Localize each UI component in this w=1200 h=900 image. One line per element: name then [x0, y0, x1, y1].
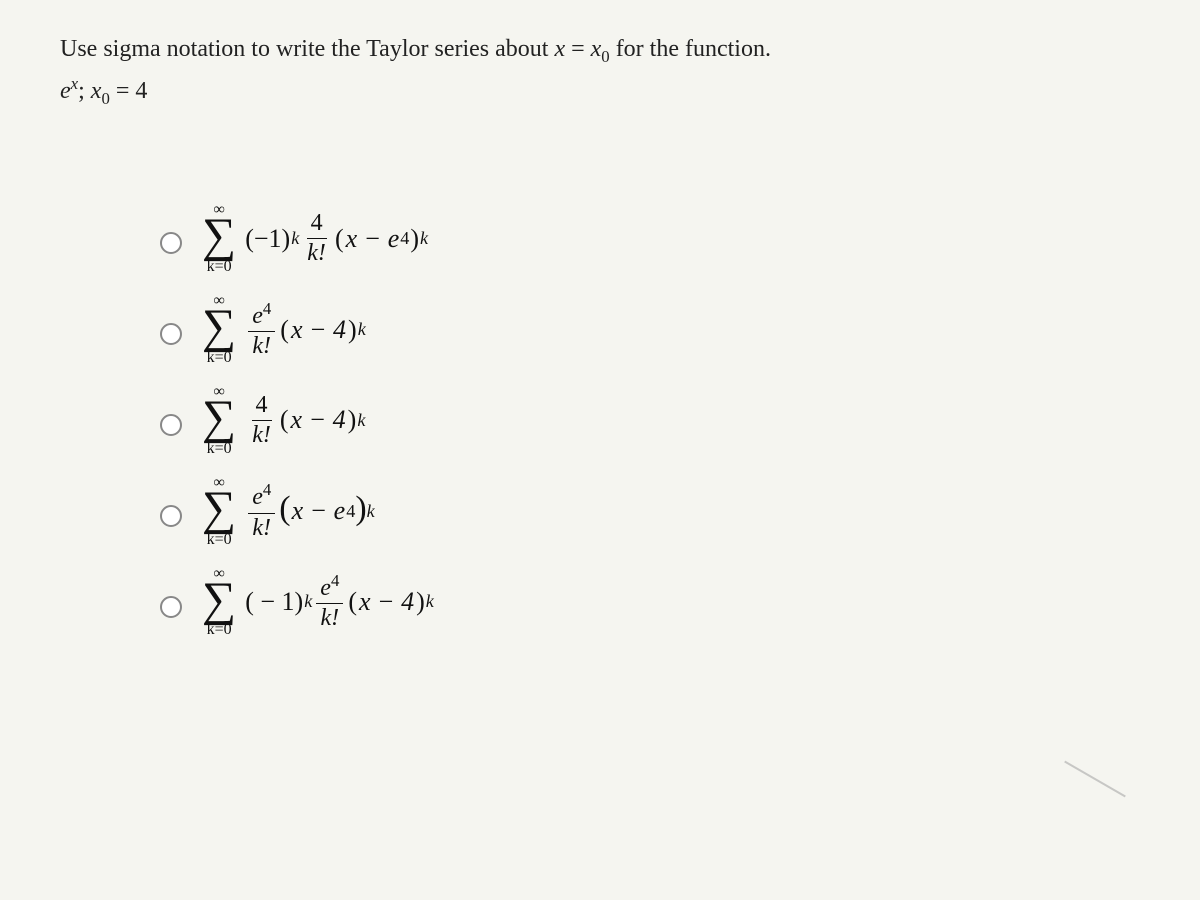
sigma-symbol: ∑	[202, 580, 236, 621]
formula: ∞∑k=0( − 1)ke4k!(x − 4)k	[202, 566, 434, 639]
radio-button[interactable]	[160, 232, 182, 254]
fraction: 4k!	[303, 211, 330, 266]
fraction: e4k!	[316, 572, 343, 631]
pencil-mark	[1064, 761, 1126, 798]
close-paren: )	[410, 224, 419, 254]
sigma-block: ∞∑k=0	[202, 384, 236, 457]
radio-button[interactable]	[160, 323, 182, 345]
sigma-lower: k=0	[207, 532, 232, 548]
sigma-block: ∞∑k=0	[202, 293, 236, 366]
answer-option[interactable]: ∞∑k=0e4k!(x − 4)k	[160, 293, 1140, 366]
denominator: k!	[248, 421, 275, 448]
coeff: (−1)	[245, 224, 290, 254]
paren-inner: x − 4	[359, 587, 414, 617]
inner-exp: 4	[400, 228, 409, 249]
func-e: e	[60, 78, 71, 104]
numerator: 4	[252, 393, 272, 421]
numerator: 4	[307, 211, 327, 239]
formula: ∞∑k=0(−1)k4k!(x − e4)k	[202, 202, 428, 275]
coeff-exp: k	[304, 591, 312, 612]
fraction: e4k!	[248, 300, 275, 359]
sep: ;	[78, 78, 91, 104]
stem-text-2: for the function.	[610, 36, 771, 62]
numerator: e4	[248, 300, 275, 332]
open-paren: (	[279, 490, 290, 528]
fraction: 4k!	[248, 393, 275, 448]
inner-exp: 4	[346, 501, 355, 522]
x0-sub: 0	[601, 47, 609, 66]
denominator: k!	[248, 332, 275, 359]
open-paren: (	[348, 587, 357, 617]
close-paren: )	[348, 315, 357, 345]
answer-option[interactable]: ∞∑k=0e4k!(x − e4)k	[160, 475, 1140, 548]
func-exp: x	[71, 74, 78, 93]
denominator: k!	[248, 514, 275, 541]
given-eq: = 4	[110, 78, 148, 104]
answer-option[interactable]: ∞∑k=04k!(x − 4)k	[160, 384, 1140, 457]
paren-inner: x − e	[346, 224, 400, 254]
paren-inner: x − 4	[291, 405, 346, 435]
answer-option[interactable]: ∞∑k=0( − 1)ke4k!(x − 4)k	[160, 566, 1140, 639]
paren-inner: x − e	[292, 496, 346, 526]
outer-exp: k	[357, 410, 365, 431]
given-x0: x	[91, 78, 102, 104]
sigma-symbol: ∑	[202, 216, 236, 257]
summand: ( − 1)ke4k!(x − 4)k	[244, 572, 434, 631]
eq-sign: =	[565, 36, 591, 62]
radio-button[interactable]	[160, 414, 182, 436]
outer-exp: k	[367, 501, 375, 522]
denominator: k!	[303, 239, 330, 266]
coeff: ( − 1)	[245, 587, 303, 617]
sigma-symbol: ∑	[202, 489, 236, 530]
sigma-lower: k=0	[207, 441, 232, 457]
sigma-symbol: ∑	[202, 307, 236, 348]
summand: 4k!(x − 4)k	[244, 393, 365, 448]
formula: ∞∑k=04k!(x − 4)k	[202, 384, 365, 457]
sigma-lower: k=0	[207, 622, 232, 638]
outer-exp: k	[420, 228, 428, 249]
sigma-symbol: ∑	[202, 398, 236, 439]
given-x0-sub: 0	[101, 88, 109, 107]
numerator: e4	[248, 481, 275, 513]
radio-button[interactable]	[160, 505, 182, 527]
stem-text-1: Use sigma notation to write the Taylor s…	[60, 36, 554, 62]
summand: e4k!(x − e4)k	[244, 481, 375, 540]
formula: ∞∑k=0e4k!(x − 4)k	[202, 293, 366, 366]
radio-button[interactable]	[160, 596, 182, 618]
denominator: k!	[316, 604, 343, 631]
summand: e4k!(x − 4)k	[244, 300, 366, 359]
summand: (−1)k4k!(x − e4)k	[244, 211, 428, 266]
close-paren: )	[355, 490, 366, 528]
question-stem: Use sigma notation to write the Taylor s…	[60, 30, 1140, 112]
page: Use sigma notation to write the Taylor s…	[0, 0, 1200, 900]
open-paren: (	[280, 315, 289, 345]
sigma-block: ∞∑k=0	[202, 202, 236, 275]
paren-inner: x − 4	[291, 315, 346, 345]
open-paren: (	[335, 224, 344, 254]
coeff-exp: k	[291, 228, 299, 249]
outer-exp: k	[426, 591, 434, 612]
outer-exp: k	[358, 319, 366, 340]
close-paren: )	[416, 587, 425, 617]
sigma-block: ∞∑k=0	[202, 475, 236, 548]
answer-option[interactable]: ∞∑k=0(−1)k4k!(x − e4)k	[160, 202, 1140, 275]
fraction: e4k!	[248, 481, 275, 540]
sigma-block: ∞∑k=0	[202, 566, 236, 639]
numerator: e4	[316, 572, 343, 604]
x0-var: x	[591, 36, 602, 62]
close-paren: )	[348, 405, 357, 435]
formula: ∞∑k=0e4k!(x − e4)k	[202, 475, 375, 548]
open-paren: (	[280, 405, 289, 435]
var-x: x	[554, 36, 565, 62]
sigma-lower: k=0	[207, 259, 232, 275]
answer-options: ∞∑k=0(−1)k4k!(x − e4)k∞∑k=0e4k!(x − 4)k∞…	[60, 202, 1140, 638]
sigma-lower: k=0	[207, 350, 232, 366]
